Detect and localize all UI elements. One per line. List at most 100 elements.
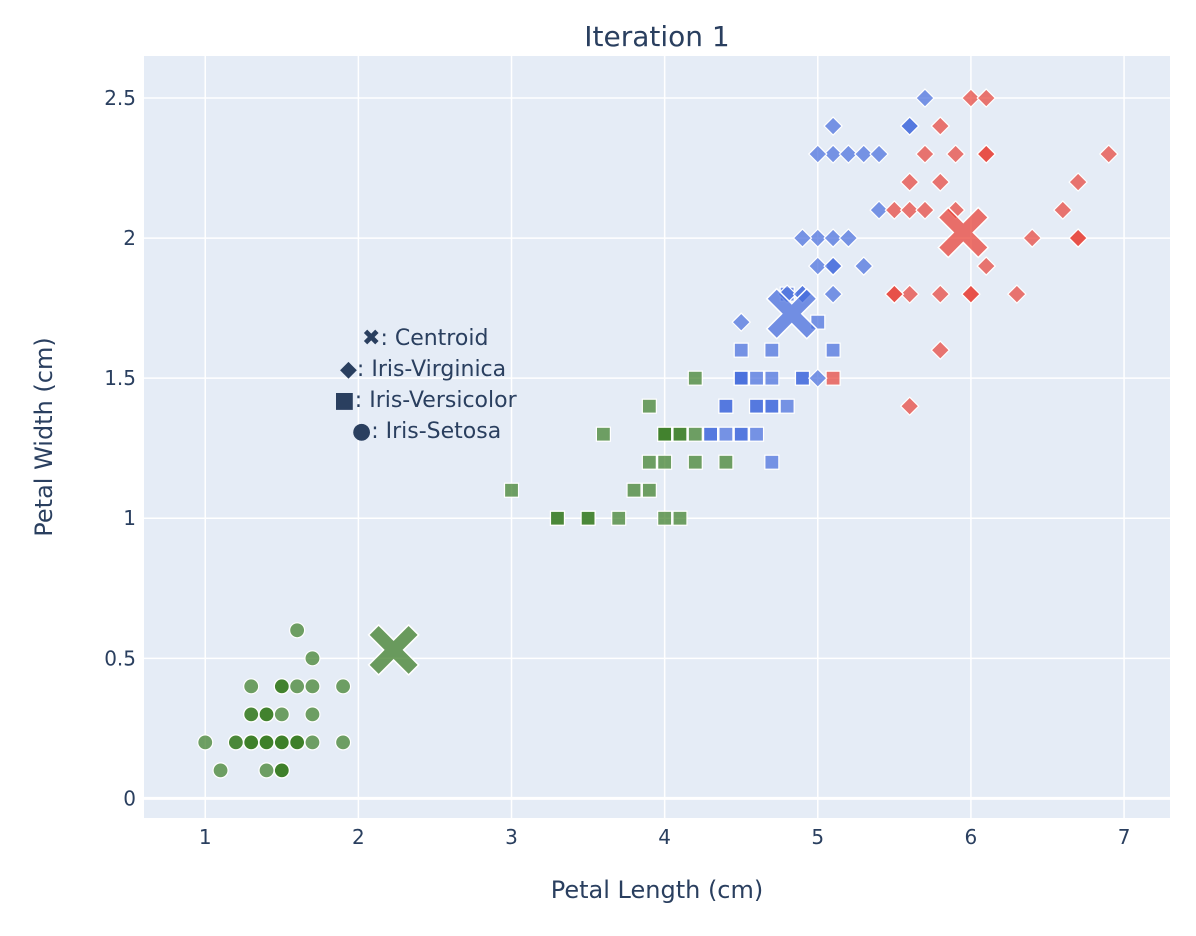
- y-tick-label: 1.5: [104, 366, 136, 390]
- virginica-point: [807, 368, 828, 389]
- versicolor-point: [626, 482, 642, 498]
- versicolor-point: [718, 398, 734, 414]
- virginica-point: [1098, 144, 1119, 164]
- virginica-point: [930, 116, 951, 136]
- virginica-point: [976, 256, 997, 276]
- versicolor-point: [641, 398, 657, 414]
- virginica-point: [976, 144, 997, 164]
- virginica-point: [823, 256, 843, 276]
- versicolor-point: [748, 426, 765, 442]
- y-tick-labels: 0 0.5 1 1.5 2 2.5: [104, 86, 136, 810]
- virginica-point: [1068, 172, 1088, 192]
- legend-entry-setosa: ●: Iris-Setosa: [352, 419, 501, 444]
- virginica-point: [899, 172, 920, 192]
- virginica-point: [792, 228, 813, 248]
- virginica-point: [731, 312, 752, 332]
- setosa-point: [243, 706, 260, 723]
- legend-label-virginica: : Iris-Virginica: [357, 357, 506, 382]
- virginica-point: [807, 256, 828, 276]
- setosa-point: [258, 734, 275, 751]
- versicolor-point: [764, 370, 780, 386]
- versicolor-point: [733, 342, 749, 358]
- virginica-point: [961, 284, 981, 304]
- versicolor-point: [825, 342, 841, 358]
- setosa-point: [197, 734, 214, 751]
- virginica-point: [930, 284, 951, 304]
- data-points: [197, 88, 1119, 779]
- diamond-symbol-icon: ◆: [340, 357, 357, 382]
- y-tick-label: 2: [123, 226, 136, 250]
- versicolor-point: [764, 454, 780, 470]
- virginica-point: [869, 200, 889, 220]
- setosa-point: [258, 706, 275, 723]
- legend-label-centroid: : Centroid: [380, 326, 488, 351]
- virginica-point: [807, 228, 828, 248]
- centroid-marker-red: [937, 206, 990, 259]
- versicolor-point: [687, 426, 703, 442]
- setosa-point: [334, 678, 352, 695]
- virginica-point: [807, 144, 828, 164]
- virginica-point: [1068, 228, 1088, 248]
- versicolor-point: [733, 370, 749, 386]
- versicolor-point: [641, 454, 657, 470]
- setosa-point: [289, 734, 306, 751]
- versicolor-point: [657, 426, 673, 442]
- versicolor-point: [687, 370, 703, 386]
- versicolor-point: [733, 426, 749, 442]
- legend-label-versicolor: : Iris-Versicolor: [355, 388, 518, 413]
- centroids: [367, 206, 990, 676]
- virginica-point: [869, 144, 889, 164]
- y-axis-title: Petal Width (cm): [30, 337, 58, 536]
- x-tick-label: 2: [352, 825, 365, 849]
- virginica-point: [961, 88, 981, 108]
- virginica-point: [1052, 200, 1073, 220]
- versicolor-point: [611, 510, 627, 526]
- x-tick-label: 1: [199, 825, 212, 849]
- virginica-point: [853, 256, 874, 276]
- setosa-point: [273, 734, 290, 751]
- virginica-point: [945, 144, 966, 164]
- versicolor-point: [641, 482, 657, 498]
- x-tick-label: 3: [505, 825, 518, 849]
- virginica-point: [838, 228, 859, 248]
- versicolor-point: [580, 510, 596, 526]
- versicolor-point: [503, 482, 520, 498]
- setosa-point: [304, 650, 321, 667]
- virginica-point: [915, 144, 935, 164]
- versicolor-point: [748, 398, 765, 414]
- virginica-point: [899, 116, 920, 136]
- legend-annotation: ✖: Centroid ◆: Iris-Virginica ■: Iris-Ve…: [334, 326, 518, 444]
- setosa-point: [227, 734, 244, 751]
- legend-entry-centroid: ✖: Centroid: [362, 326, 488, 351]
- square-symbol-icon: ■: [334, 388, 355, 413]
- versicolor-point: [779, 398, 795, 414]
- versicolor-point: [657, 510, 673, 526]
- y-tick-label: 1: [123, 506, 136, 530]
- centroid-marker-blue: [765, 287, 818, 340]
- y-tick-label: 0.5: [104, 646, 136, 670]
- x-tick-labels: 1 2 3 4 5 6 7: [199, 825, 1131, 849]
- setosa-point: [273, 678, 290, 695]
- legend-entry-virginica: ◆: Iris-Virginica: [340, 357, 506, 382]
- versicolor-point: [702, 426, 719, 442]
- versicolor-point: [672, 510, 688, 526]
- setosa-point: [243, 734, 260, 751]
- versicolor-point: [549, 510, 566, 526]
- virginica-point: [823, 144, 843, 164]
- virginica-point: [930, 340, 951, 361]
- circle-symbol-icon: ●: [352, 419, 371, 444]
- versicolor-point: [764, 398, 780, 414]
- virginica-point: [899, 200, 920, 220]
- setosa-point: [289, 678, 306, 695]
- y-tick-label: 2.5: [104, 86, 136, 110]
- versicolor-point: [718, 426, 734, 442]
- x-tick-label: 5: [811, 825, 824, 849]
- chart-title: Iteration 1: [584, 20, 729, 53]
- versicolor-point: [672, 426, 688, 442]
- setosa-point: [243, 678, 260, 695]
- x-tick-label: 4: [658, 825, 671, 849]
- x-axis-title: Petal Length (cm): [551, 876, 764, 904]
- versicolor-point: [595, 426, 612, 442]
- versicolor-point: [764, 342, 780, 358]
